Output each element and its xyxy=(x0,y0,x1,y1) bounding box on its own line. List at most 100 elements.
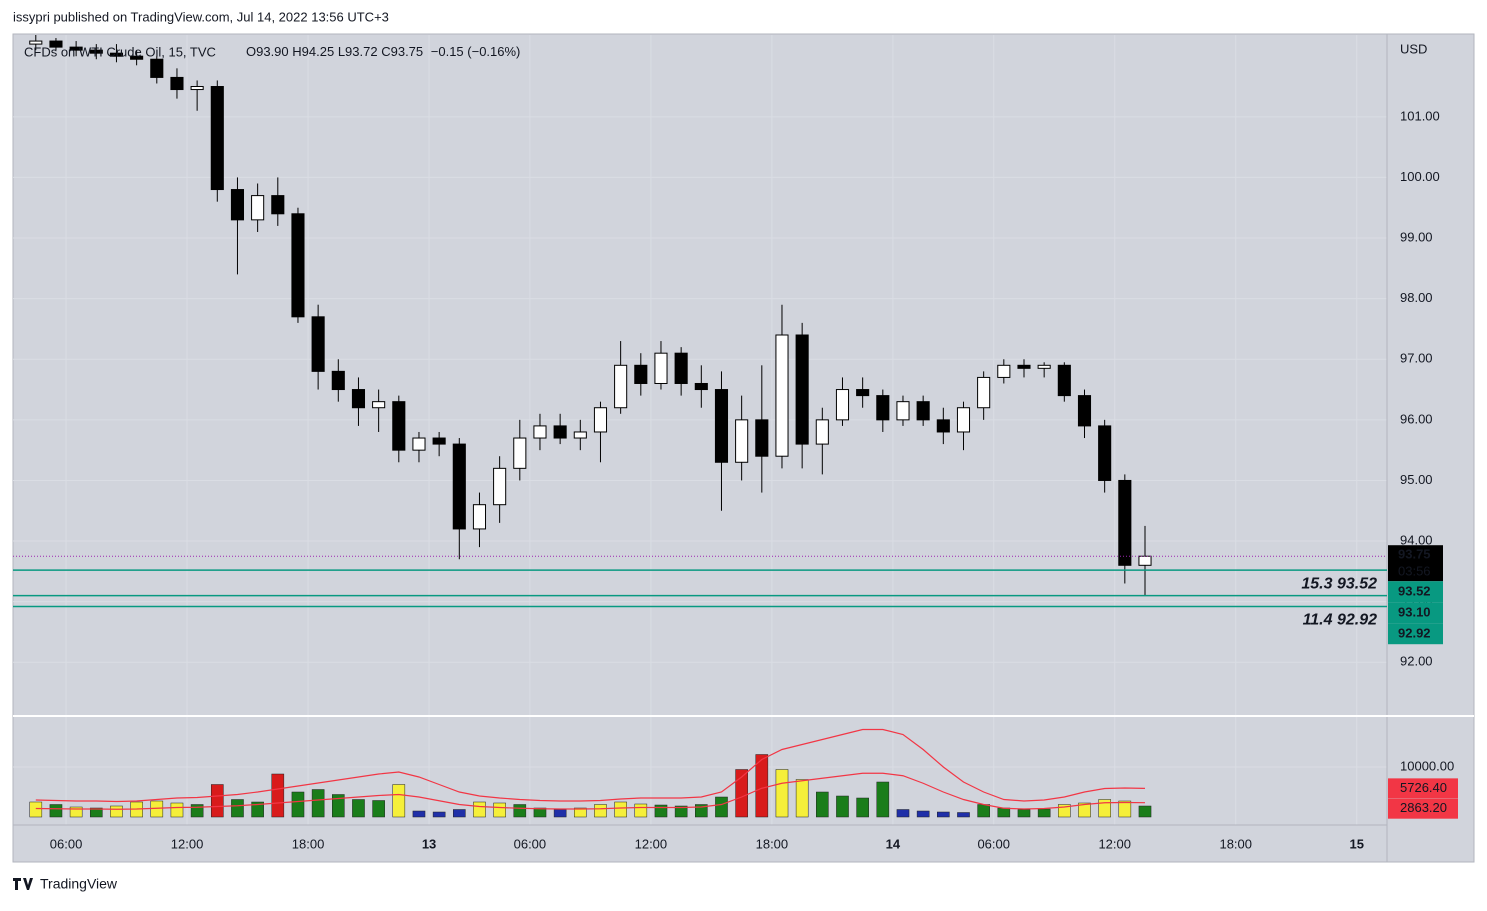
y-tick-label: 99.00 xyxy=(1400,229,1433,244)
volume-bar xyxy=(1017,809,1031,818)
candle-body xyxy=(694,382,708,391)
candle-body xyxy=(372,401,386,409)
countdown: 03:56 xyxy=(1398,564,1431,579)
y-tick-label: 97.00 xyxy=(1400,351,1433,366)
candle-body xyxy=(392,401,406,451)
volume-bar xyxy=(392,784,406,818)
candle-body xyxy=(432,437,446,445)
level-label: 92.92 xyxy=(1398,626,1431,641)
candle-body xyxy=(573,431,587,439)
published-line: issypri published on TradingView.com, Ju… xyxy=(13,9,389,24)
brand-name: TradingView xyxy=(40,876,118,892)
volume-bar xyxy=(311,789,325,818)
x-tick-label: 12:00 xyxy=(1098,836,1131,851)
volume-bar xyxy=(896,809,910,818)
candle-body xyxy=(311,316,325,372)
volume-ma-line xyxy=(35,728,1146,803)
x-tick-label: 06:00 xyxy=(50,836,83,851)
candle-body xyxy=(795,334,809,445)
volume-bar xyxy=(493,802,506,818)
candle-body xyxy=(1118,479,1132,566)
ma-value-box xyxy=(1388,798,1458,819)
candle-body xyxy=(230,189,245,221)
level-box xyxy=(1388,623,1443,645)
x-tick-label: 14 xyxy=(886,836,901,851)
y-tick-label: 10000.00 xyxy=(1400,758,1454,773)
volume-bar xyxy=(574,807,587,818)
logo xyxy=(13,878,33,890)
volume-bar xyxy=(251,801,264,818)
candle-body xyxy=(210,86,224,191)
ohlc-value: H94.25 xyxy=(292,44,334,59)
candle-body xyxy=(412,437,426,451)
brand: TradingView xyxy=(13,876,118,892)
ohlc-value: L93.72 xyxy=(338,44,378,59)
candle-body xyxy=(835,389,850,421)
candle-body xyxy=(130,55,144,60)
volume-bar xyxy=(210,784,224,818)
candle-body xyxy=(1138,555,1152,566)
volume-bar xyxy=(1098,799,1111,818)
volume-bar xyxy=(795,779,809,818)
x-tick-label: 12:00 xyxy=(171,836,204,851)
candle-body xyxy=(654,352,668,384)
volume-bar xyxy=(69,806,83,818)
candle-body xyxy=(89,49,103,54)
candle-body xyxy=(170,76,184,91)
level-label: 93.10 xyxy=(1398,605,1431,620)
y-tick-label: 96.00 xyxy=(1400,411,1433,426)
volume-ma-line xyxy=(35,772,1145,810)
candle-body xyxy=(916,401,930,421)
volume-bar xyxy=(190,804,204,818)
volume-bar xyxy=(432,811,446,818)
candle-body xyxy=(150,58,164,78)
volume-bar xyxy=(412,810,426,818)
volume-bar xyxy=(89,807,103,818)
ma-value-box xyxy=(1388,778,1458,799)
candle-body xyxy=(856,389,870,397)
volume-bar xyxy=(775,769,789,818)
ohlc-value: O93.90 xyxy=(246,44,289,59)
candle-body xyxy=(714,389,729,463)
candle-body xyxy=(351,389,366,409)
volume-bar xyxy=(553,809,567,818)
volume-bar xyxy=(674,805,688,818)
candle-body xyxy=(1017,364,1031,369)
candle-body xyxy=(634,364,648,384)
candle-body xyxy=(109,52,124,57)
volume-bar xyxy=(634,803,648,818)
volume-bar xyxy=(755,754,769,818)
candle-body xyxy=(956,407,971,433)
x-tick-label: 18:00 xyxy=(292,836,325,851)
x-tick-label: 12:00 xyxy=(635,836,668,851)
y-tick-label: 100.00 xyxy=(1400,169,1440,184)
candle-body xyxy=(472,504,487,530)
level-note: 15.3 93.52 xyxy=(1301,575,1377,592)
volume-bar xyxy=(513,804,527,818)
volume-bar xyxy=(614,801,627,818)
x-tick-label: 18:00 xyxy=(1219,836,1252,851)
ohlc-value: C93.75 xyxy=(381,44,423,59)
candle-body xyxy=(271,195,285,215)
symbol-legend: CFDs on WTI Crude Oil, 15, TVC xyxy=(24,44,216,59)
volume-bar xyxy=(352,799,365,818)
volume-bar xyxy=(816,791,829,818)
y-tick-label: 95.00 xyxy=(1400,472,1433,487)
candle-body xyxy=(1037,364,1051,369)
volume-bar xyxy=(977,804,990,818)
x-tick-label: 06:00 xyxy=(977,836,1010,851)
volume-bar xyxy=(957,812,970,818)
volume-bar xyxy=(735,769,748,818)
volume-bar xyxy=(533,807,547,818)
candle-body xyxy=(493,467,507,506)
volume-bar xyxy=(170,802,184,818)
volume-bar xyxy=(453,809,466,818)
x-tick-label: 06:00 xyxy=(514,836,547,851)
candle-body xyxy=(49,40,63,48)
currency: USD xyxy=(1400,41,1427,56)
x-tick-label: 15 xyxy=(1350,836,1364,851)
volume-bar xyxy=(937,811,950,818)
candle-body xyxy=(291,213,305,318)
candle-body xyxy=(1057,364,1071,397)
candle-body xyxy=(190,86,204,91)
